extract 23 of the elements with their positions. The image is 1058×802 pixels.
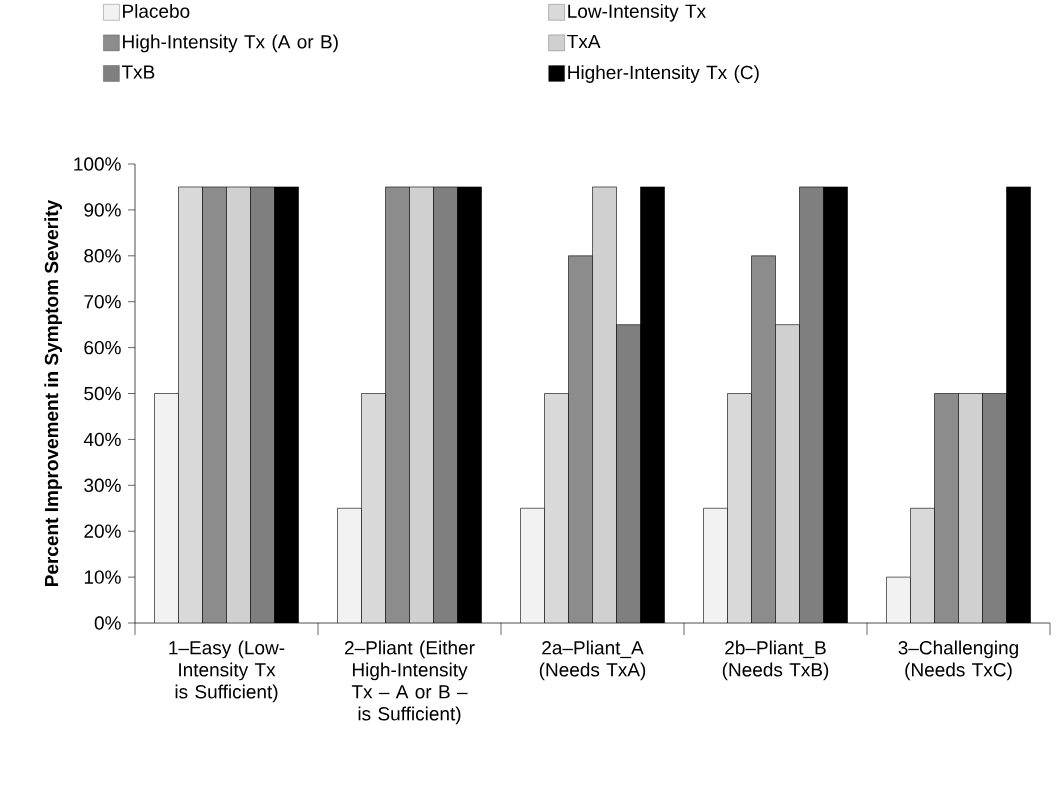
legend-label: TxA	[567, 34, 601, 48]
x-tick-label: 2b–Pliant_B (Needs TxB)	[722, 640, 829, 681]
y-tick-label: 0%	[94, 616, 121, 630]
x-tick-label: 2–Pliant (Either High-Intensity Tx – A or B – is Sufficient)	[344, 640, 475, 725]
y-tick-label: 40%	[83, 432, 121, 447]
y-tick-label: 30%	[84, 478, 121, 493]
legend-label: TxB	[121, 65, 155, 79]
y-tick-label: 20%	[84, 524, 121, 538]
legend-label: High-Intensity Tx (A or B)	[123, 34, 338, 53]
legend-label: Higher-Intensity Tx (C)	[568, 65, 759, 83]
x-tick-label: 2a–Pliant_A (Needs TxA)	[539, 640, 646, 681]
y-tick-label: 70%	[84, 294, 121, 309]
y-tick-label: 80%	[84, 249, 121, 263]
legend-label: Low-Intensity Tx	[568, 3, 706, 22]
x-tick-label: 3–Challenging (Needs TxC)	[898, 640, 1018, 681]
y-tick-label: 10%	[84, 570, 121, 584]
y-tick-label: 50%	[84, 386, 121, 401]
y-tick-label: 90%	[84, 203, 121, 217]
x-tick-label: 1–Easy (Low-Intensity Tx is Sufficient)	[169, 640, 285, 703]
y-tick-label: 100%	[74, 157, 121, 171]
legend-label: Placebo	[123, 3, 190, 18]
y-tick-label: 60%	[84, 340, 121, 355]
y-axis-title: Percent Improvement in Symptom Severity	[44, 199, 63, 587]
